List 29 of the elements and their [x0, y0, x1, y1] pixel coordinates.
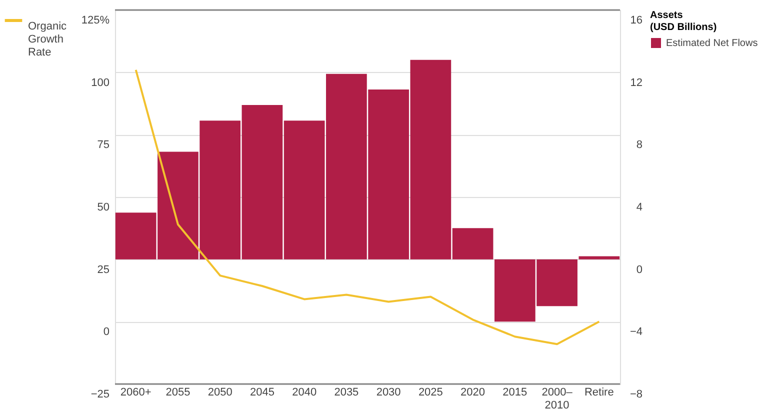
- y2-tick-label: 16: [630, 14, 642, 26]
- y-tick-label: 100: [91, 76, 110, 89]
- y-tick-label: 0: [103, 326, 110, 338]
- x-tick-label: 2020: [460, 386, 486, 398]
- y2-tick-label: −4: [630, 326, 642, 338]
- y-tick-label: 125%: [81, 14, 110, 26]
- x-tick-label: 2025: [418, 386, 443, 398]
- y-tick-label: 25: [97, 264, 110, 276]
- y2-tick-label: 12: [630, 76, 642, 89]
- x-tick-label: 2050: [208, 386, 232, 398]
- y-tick-label: −25: [90, 388, 110, 400]
- x-tick-label: Retire: [584, 386, 614, 398]
- legend-title: Assets (USD Billions): [650, 10, 717, 33]
- x-tick-label: 2015: [502, 386, 528, 398]
- x-tick-label: 2060+: [120, 386, 152, 398]
- y-tick-label: 50: [97, 202, 110, 214]
- y2-tick-label: 4: [636, 202, 642, 214]
- x-tick-label: 2040: [292, 386, 317, 398]
- y2-tick-label: 8: [636, 139, 642, 152]
- y-tick-label: 75: [97, 139, 110, 152]
- legend-label: Estimated Net Flows: [666, 38, 758, 49]
- legend-label: Organic Growth Rate: [28, 20, 68, 58]
- x-tick-label: 2055: [166, 386, 190, 398]
- y2-tick-label: 0: [636, 264, 642, 276]
- x-tick-label: 2035: [334, 386, 359, 398]
- y2-tick-label: −8: [630, 388, 642, 400]
- x-tick-label: 2030: [376, 386, 401, 398]
- x-tick-label: 2000– 2010: [542, 386, 574, 412]
- x-tick-label: 2045: [250, 386, 274, 398]
